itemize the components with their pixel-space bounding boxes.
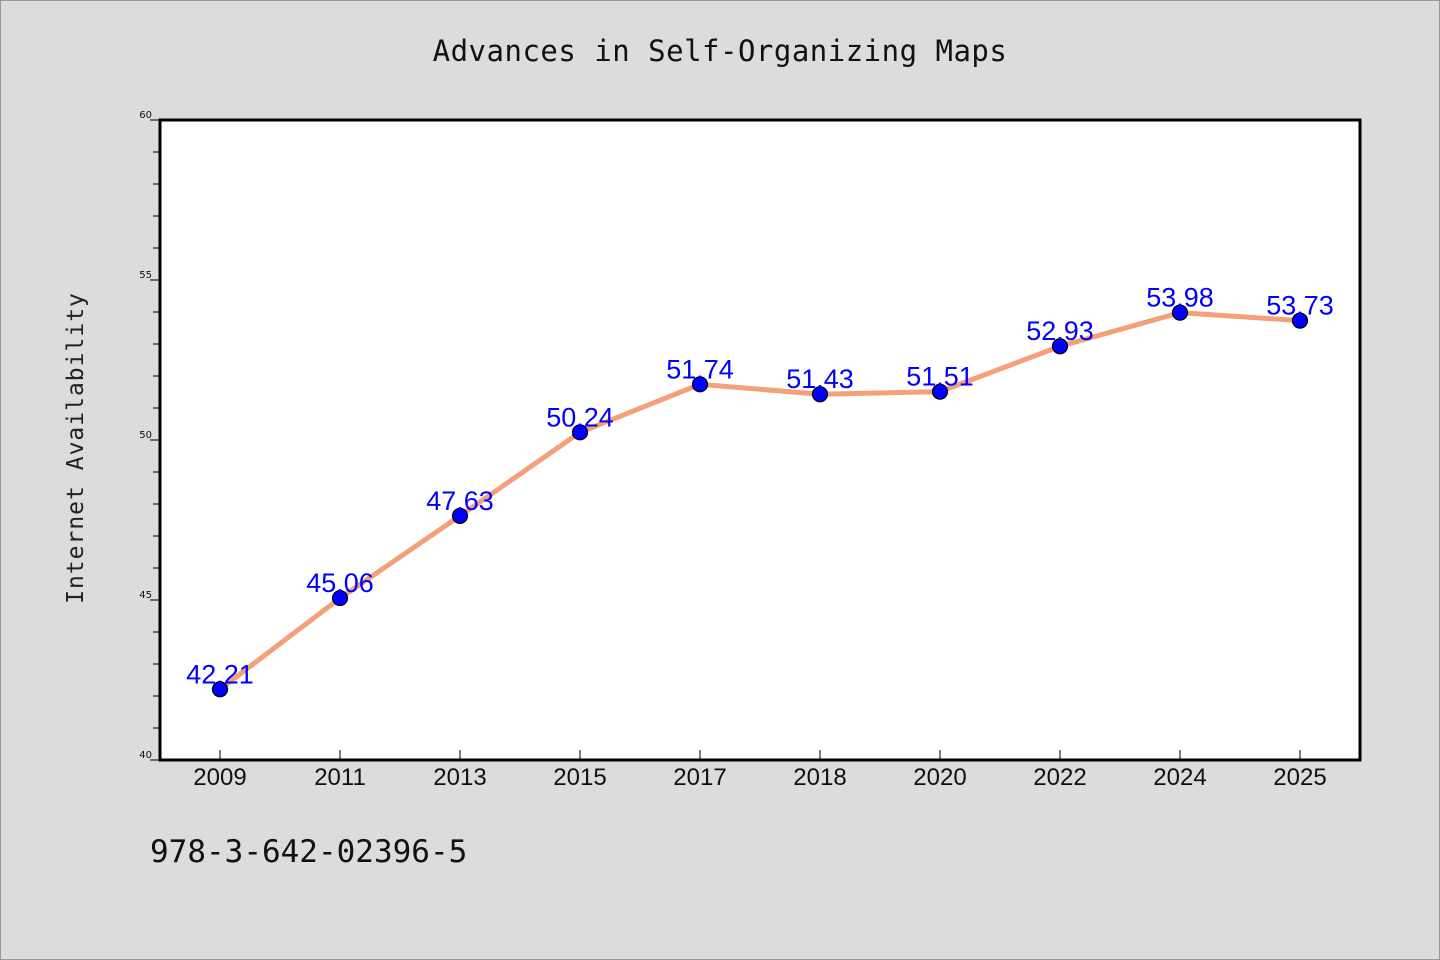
series-line <box>217 310 1303 692</box>
x-tick-label: 2013 <box>433 764 486 791</box>
data-point <box>931 383 949 400</box>
chart-title: Advances in Self-Organizing Maps <box>432 34 1008 68</box>
isbn-footnote: 978-3-642-02396-5 <box>150 834 468 870</box>
data-label: 47.63 <box>426 486 494 516</box>
x-tick-label: 2024 <box>1153 764 1206 791</box>
x-tick-label: 2018 <box>793 764 846 791</box>
data-point <box>1171 304 1189 321</box>
data-point <box>451 507 469 524</box>
data-point <box>811 386 829 403</box>
data-point <box>1291 312 1309 329</box>
data-label: 51.74 <box>666 354 734 384</box>
data-labels: 42.21 45.06 47.63 50.24 51.74 51.43 51.51 52.93… <box>186 283 1334 690</box>
x-tick-label: 2017 <box>673 764 726 791</box>
y-tick-label: 40 <box>139 750 152 761</box>
x-tick-label: 2009 <box>193 764 246 791</box>
x-tick-label: 2015 <box>553 764 606 791</box>
data-point <box>211 681 229 698</box>
y-tick-label: 60 <box>139 110 152 121</box>
data-label: 53.73 <box>1266 291 1334 321</box>
x-tick-label: 2011 <box>314 764 366 791</box>
data-label: 53.98 <box>1146 283 1214 313</box>
data-label: 50.24 <box>546 402 614 432</box>
data-label: 51.51 <box>906 362 974 392</box>
data-label: 52.93 <box>1026 316 1094 346</box>
x-tick-label: 2025 <box>1273 764 1326 791</box>
data-label: 51.43 <box>786 364 854 394</box>
x-axis: 2009 2011 2013 2015 2017 2018 2020 2022 2024 2025 <box>193 750 1327 791</box>
data-point <box>1051 338 1069 355</box>
plot-area <box>158 118 1362 762</box>
data-point <box>691 376 709 393</box>
x-tick-label: 2022 <box>1033 764 1086 791</box>
y-axis: 40 45 50 55 60 <box>139 110 160 761</box>
y-tick-label: 50 <box>139 430 152 441</box>
x-tick-label: 2020 <box>913 764 966 791</box>
data-label: 45.06 <box>306 568 374 598</box>
data-label: 42.21 <box>186 659 254 689</box>
data-markers <box>211 304 1309 698</box>
data-point <box>331 589 349 607</box>
y-tick-label: 55 <box>139 270 152 281</box>
y-tick-label: 45 <box>139 590 152 601</box>
data-point <box>571 424 589 441</box>
